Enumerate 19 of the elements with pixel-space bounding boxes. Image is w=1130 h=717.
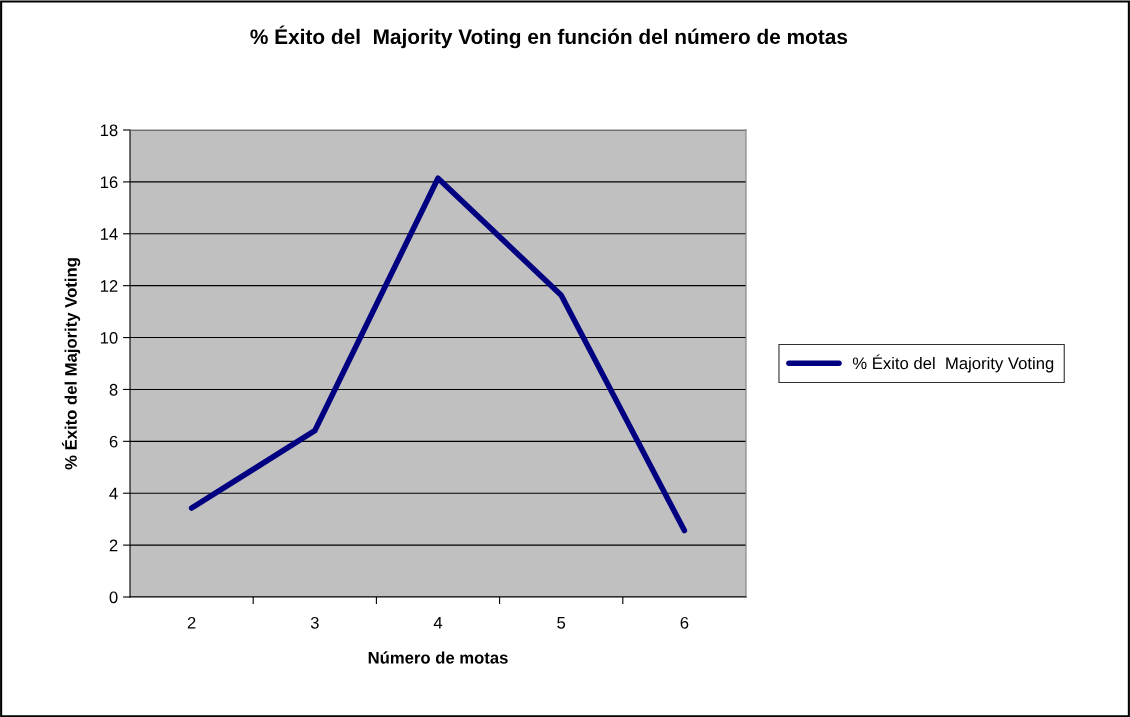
x-tick-label: 3 [310, 616, 319, 629]
x-tick-label: 4 [433, 617, 443, 629]
y-tick-label: 2 [109, 539, 118, 552]
legend-label: % Éxito del Majority Voting [852, 354, 1054, 373]
y-tick-label: 6 [109, 435, 118, 448]
y-tick-label: 8 [109, 383, 118, 396]
x-axis-title: Número de motas [368, 651, 508, 664]
y-tick-label: 14 [100, 228, 118, 240]
x-tick-label: 2 [187, 616, 196, 629]
y-tick-label: 0 [109, 591, 118, 604]
y-tick-label: 16 [100, 176, 118, 189]
y-tick-label: 4 [109, 487, 118, 500]
y-tick-label: 18 [100, 124, 118, 137]
chart-title: % Éxito del Majority Voting en función del número de motas [250, 25, 848, 49]
y-axis-title: % Éxito del Majority Voting [61, 258, 81, 470]
y-tick-label: 12 [100, 280, 118, 292]
y-tick-label: 10 [100, 331, 118, 344]
x-tick-label: 6 [680, 616, 689, 629]
x-tick-label: 5 [557, 617, 566, 629]
